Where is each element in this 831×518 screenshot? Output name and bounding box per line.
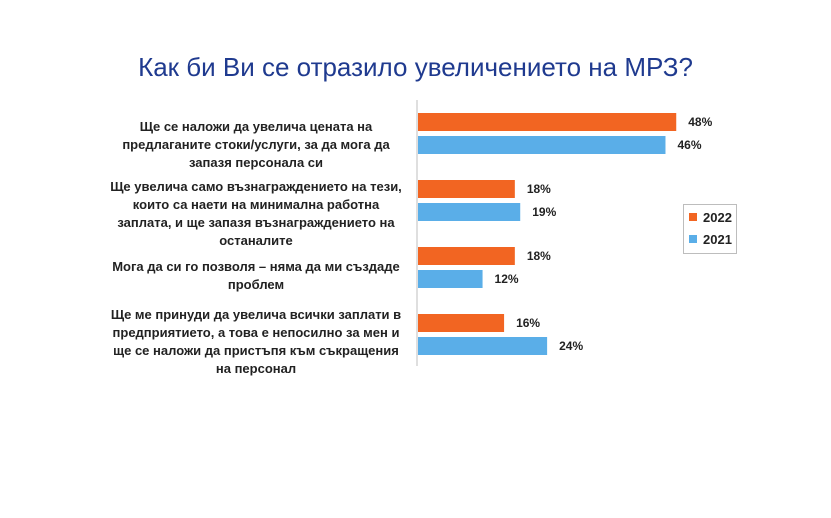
legend-label-2022: 2022 — [703, 209, 732, 225]
legend-label-2021: 2021 — [703, 231, 732, 247]
bar-2022-2 — [418, 180, 515, 198]
value-label-2022-4: 16% — [516, 316, 540, 330]
bar-2021-1 — [418, 136, 666, 154]
legend-swatch-2022 — [689, 213, 697, 221]
chart-title: Как би Ви се отразило увеличението на МР… — [138, 52, 693, 82]
bar-2022-3 — [418, 247, 515, 265]
category-label-1: Ще се наложи да увелича цената на предла… — [122, 119, 390, 170]
category-label-3: Мога да си го позволя – няма да ми създа… — [112, 259, 400, 292]
legend-item-2021: 2021 — [689, 229, 736, 249]
bar-2022-1 — [418, 113, 677, 131]
bar-2021-2 — [418, 203, 521, 221]
category-label-4: Ще ме принуди да увелича всички заплати … — [110, 307, 402, 376]
value-label-2021-2: 19% — [532, 205, 556, 219]
legend: 2022 2021 — [683, 204, 737, 254]
value-label-2021-4: 24% — [559, 339, 583, 353]
value-label-2022-3: 18% — [527, 249, 551, 263]
category-label-2: Ще увелича само възнаграждението на тези… — [110, 179, 402, 248]
value-label-2022-2: 18% — [527, 182, 551, 196]
bar-2021-4 — [418, 337, 548, 355]
bar-2021-3 — [418, 270, 483, 288]
value-label-2021-3: 12% — [495, 272, 519, 286]
legend-item-2022: 2022 — [689, 207, 736, 227]
bar-2022-4 — [418, 314, 505, 332]
legend-swatch-2021 — [689, 235, 697, 243]
value-label-2021-1: 46% — [677, 138, 701, 152]
value-label-2022-1: 48% — [688, 115, 712, 129]
